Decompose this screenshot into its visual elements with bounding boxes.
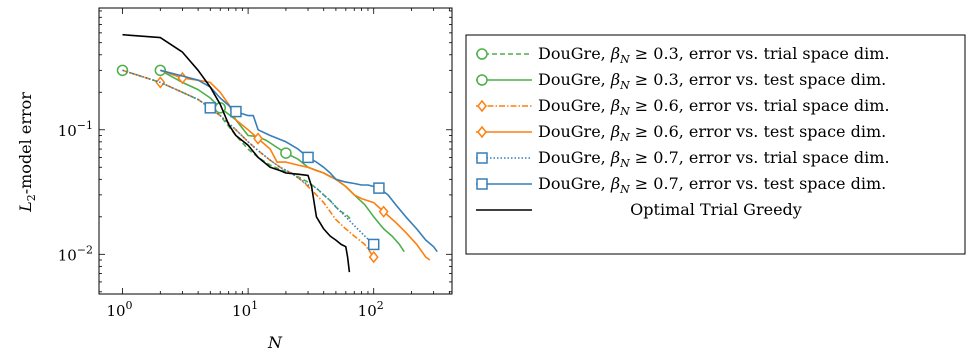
plot-lines <box>116 33 438 273</box>
axis-ticks <box>99 8 452 294</box>
legend-entries: DouGre, βN ≥ 0.3, error vs. trial space … <box>476 44 890 219</box>
series-line <box>159 69 405 253</box>
x-tick-label: 100 <box>106 299 132 320</box>
axis-tick-labels: 100 101 102 10−2 10−1 <box>58 119 384 320</box>
series-marker <box>378 205 389 218</box>
x-axis-label: N <box>267 333 283 352</box>
legend-label: DouGre, βN ≥ 0.3, error vs. trial space … <box>538 44 890 66</box>
legend-swatch-marker <box>476 48 488 60</box>
legend-label: DouGre, βN ≥ 0.7, error vs. trial space … <box>538 148 890 170</box>
legend-swatch-marker <box>476 178 488 190</box>
legend-entry-7: Optimal Trial Greedy <box>476 200 802 219</box>
series-1 <box>116 64 352 221</box>
legend-entry-6: DouGre, βN ≥ 0.7, error vs. test space d… <box>476 174 886 196</box>
legend-label: Optimal Trial Greedy <box>630 200 802 219</box>
series-line <box>160 69 438 253</box>
legend-swatch-marker <box>476 74 488 86</box>
series-line <box>160 69 431 261</box>
legend-entry-3: DouGre, βN ≥ 0.6, error vs. trial space … <box>476 96 890 118</box>
y-axis-label: L2-model error <box>16 92 38 213</box>
legend-swatch-marker <box>477 99 487 113</box>
legend-entry-2: DouGre, βN ≥ 0.3, error vs. test space d… <box>476 70 886 92</box>
series-marker <box>367 238 380 251</box>
series-marker <box>204 102 217 114</box>
series-2 <box>154 64 405 253</box>
x-tick-label: 101 <box>232 299 258 320</box>
series-4 <box>160 69 431 261</box>
legend-label: DouGre, βN ≥ 0.6, error vs. test space d… <box>538 122 886 144</box>
legend-swatch-marker <box>476 152 488 164</box>
series-6 <box>160 69 438 253</box>
series-marker <box>302 151 314 164</box>
series-line <box>122 69 375 245</box>
legend: DouGre, βN ≥ 0.3, error vs. trial space … <box>465 34 966 255</box>
y-tick-label: 10−1 <box>58 119 93 140</box>
legend-box <box>465 34 966 255</box>
series-marker <box>253 132 264 145</box>
legend-label: DouGre, βN ≥ 0.7, error vs. test space d… <box>538 174 886 196</box>
series-3 <box>122 69 379 264</box>
legend-entry-1: DouGre, βN ≥ 0.3, error vs. trial space … <box>476 44 890 66</box>
legend-entry-5: DouGre, βN ≥ 0.7, error vs. trial space … <box>476 148 890 170</box>
series-7 <box>122 33 351 273</box>
series-marker <box>373 182 385 194</box>
series-marker <box>230 105 242 118</box>
plot-frame <box>98 7 453 295</box>
series-marker <box>280 147 292 159</box>
series-line <box>122 69 375 258</box>
series-5 <box>122 69 380 251</box>
series-line <box>122 33 351 273</box>
series-marker <box>368 250 379 264</box>
x-tick-label: 102 <box>358 299 384 320</box>
legend-entry-4: DouGre, βN ≥ 0.6, error vs. test space d… <box>476 122 886 144</box>
legend-label: DouGre, βN ≥ 0.6, error vs. trial space … <box>538 96 890 118</box>
legend-label: DouGre, βN ≥ 0.3, error vs. test space d… <box>538 70 886 92</box>
y-tick-label: 10−2 <box>58 243 93 264</box>
legend-swatch-marker <box>477 125 487 139</box>
series-line <box>122 69 352 221</box>
